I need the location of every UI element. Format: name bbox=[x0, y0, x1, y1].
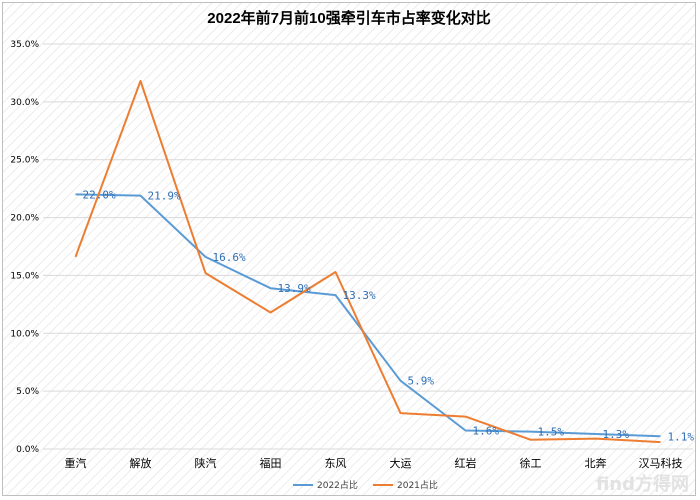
x-tick-label: 重汽 bbox=[65, 456, 87, 470]
legend: 2022占比 2021占比 bbox=[293, 479, 438, 491]
series-lines bbox=[74, 80, 661, 444]
y-tick-label: 0.0% bbox=[16, 445, 39, 455]
y-tick-label: 20.0% bbox=[10, 214, 39, 224]
chart-title: 2022年前7月前10强牵引车市占率变化对比 bbox=[207, 9, 490, 27]
data-label: 1.6% bbox=[473, 424, 500, 437]
chart-background bbox=[3, 3, 695, 495]
gridlines bbox=[43, 43, 693, 450]
data-labels: 22.0% 21.9% 16.6% 13.9% 13.3% 5.9% 1.6% 1.5% 1.3… bbox=[83, 188, 695, 443]
chart-frame: 2022年前7月前10强牵引车市占率变化对比 0.0% 5.0% 10.0% 15.0… bbox=[2, 2, 696, 496]
data-label: 22.0% bbox=[83, 188, 116, 201]
data-label: 16.6% bbox=[213, 251, 246, 264]
x-tick-label: 福田 bbox=[260, 456, 282, 470]
legend-label-2: 2021占比 bbox=[397, 479, 438, 491]
data-label: 5.9% bbox=[408, 375, 435, 388]
data-label: 21.9% bbox=[148, 190, 181, 203]
y-tick-label: 35.0% bbox=[10, 40, 39, 50]
y-tick-label: 15.0% bbox=[10, 271, 39, 281]
data-label: 13.3% bbox=[343, 289, 376, 302]
series-line-1 bbox=[75, 193, 661, 438]
legend-label-1: 2022占比 bbox=[317, 479, 358, 491]
x-tick-label: 红岩 bbox=[455, 456, 477, 470]
x-tick-label: 大运 bbox=[390, 456, 412, 470]
watermark-logo: find方得网 bbox=[596, 473, 689, 495]
x-tick-label: 解放 bbox=[130, 456, 152, 470]
x-tick-label: 徐工 bbox=[520, 456, 542, 470]
y-tick-label: 25.0% bbox=[10, 156, 39, 166]
x-tick-label: 东风 bbox=[325, 457, 347, 470]
x-tick-label: 汉马科技 bbox=[639, 456, 683, 470]
data-label: 1.3% bbox=[603, 428, 630, 441]
y-tick-label: 30.0% bbox=[10, 98, 39, 108]
data-label: 1.5% bbox=[538, 426, 565, 439]
x-tick-label: 陕汽 bbox=[195, 456, 217, 470]
line-chart: 2022年前7月前10强牵引车市占率变化对比 0.0% 5.0% 10.0% 15.0… bbox=[3, 3, 695, 495]
x-tick-label: 北奔 bbox=[585, 457, 607, 470]
data-label: 13.9% bbox=[278, 282, 311, 295]
y-tick-label: 5.0% bbox=[16, 387, 39, 397]
series-line-2 bbox=[74, 80, 661, 444]
y-axis-ticks: 0.0% 5.0% 10.0% 15.0% 20.0% 25.0% 30.0% 35.0% bbox=[10, 40, 39, 455]
y-tick-label: 10.0% bbox=[10, 329, 39, 339]
x-axis-ticks: 重汽 解放 陕汽 福田 东风 大运 红岩 徐工 北奔 汉马科技 bbox=[65, 456, 683, 470]
data-label: 1.1% bbox=[668, 430, 695, 443]
